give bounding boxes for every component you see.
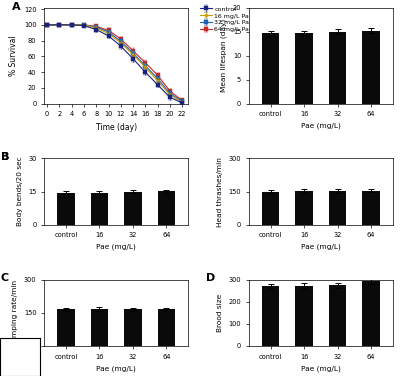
- Bar: [158, 191, 175, 225]
- Bar: [329, 191, 346, 225]
- X-axis label: Time (day): Time (day): [95, 123, 137, 132]
- Y-axis label: % Survival: % Survival: [9, 35, 18, 76]
- Text: C: C: [1, 273, 9, 283]
- Bar: [329, 32, 346, 104]
- Legend: control, 16 mg/L Pae, 32 mg/L Pae, 64 mg/L Pae: control, 16 mg/L Pae, 32 mg/L Pae, 64 mg…: [200, 6, 254, 33]
- Y-axis label: Brood size: Brood size: [217, 294, 223, 332]
- Bar: [262, 192, 279, 225]
- X-axis label: Pae (mg/L): Pae (mg/L): [96, 244, 136, 250]
- Y-axis label: Pumping rate/min: Pumping rate/min: [12, 280, 18, 346]
- Bar: [91, 193, 108, 225]
- Text: A: A: [12, 2, 21, 12]
- Bar: [262, 33, 279, 104]
- Bar: [124, 192, 142, 225]
- Bar: [91, 309, 108, 346]
- Text: B: B: [1, 152, 9, 162]
- X-axis label: Pae (mg/L): Pae (mg/L): [301, 365, 341, 371]
- Bar: [363, 281, 380, 346]
- Y-axis label: Mean lifespan (day): Mean lifespan (day): [221, 19, 227, 92]
- Text: B: B: [1, 152, 9, 162]
- X-axis label: Pae (mg/L): Pae (mg/L): [301, 123, 341, 129]
- Bar: [124, 309, 142, 346]
- X-axis label: Pae (mg/L): Pae (mg/L): [301, 244, 341, 250]
- Bar: [363, 191, 380, 225]
- Bar: [329, 285, 346, 346]
- Bar: [363, 30, 380, 104]
- Bar: [57, 309, 75, 346]
- Bar: [262, 286, 279, 346]
- Text: D: D: [206, 273, 215, 283]
- Y-axis label: Head thrashes/min: Head thrashes/min: [217, 157, 223, 227]
- X-axis label: Pae (mg/L): Pae (mg/L): [96, 365, 136, 371]
- Bar: [158, 309, 175, 346]
- Bar: [296, 33, 313, 104]
- Y-axis label: Body bends/20 sec: Body bends/20 sec: [16, 157, 22, 226]
- Bar: [296, 286, 313, 346]
- Bar: [57, 193, 75, 225]
- Bar: [296, 191, 313, 225]
